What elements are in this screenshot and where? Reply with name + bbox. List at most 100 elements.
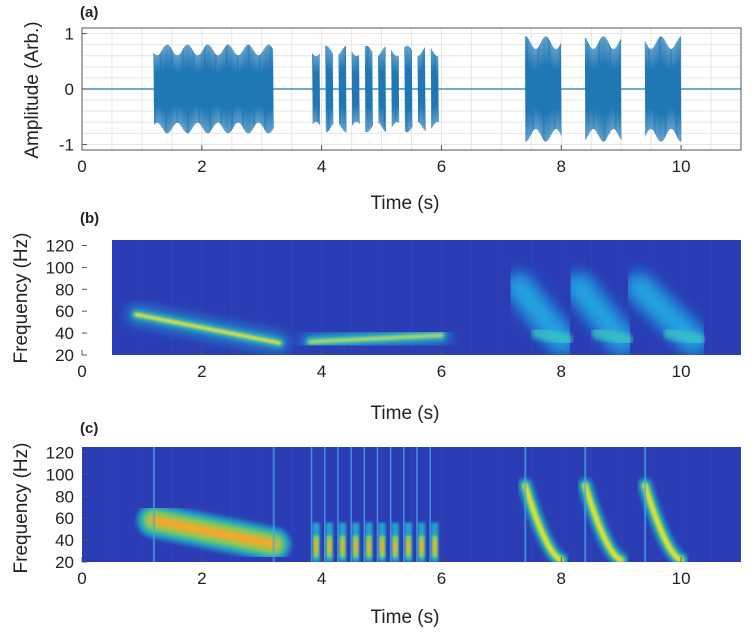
spectral-feature	[622, 270, 711, 355]
spectral-feature	[136, 447, 291, 562]
chirp-core	[523, 483, 563, 562]
panel-c-heatmap	[82, 447, 741, 562]
waveform-oscillation	[364, 45, 373, 133]
panel-c: (c) 0 2 4 6 8 10 20 40 60 80 100 120 Time (s) Freq…	[11, 420, 741, 628]
x-tick-label: 6	[437, 157, 446, 176]
spectral-feature	[638, 447, 689, 562]
pulse-core	[340, 541, 345, 553]
y-tick-label: 60	[55, 509, 74, 528]
pulse-block	[429, 447, 439, 562]
waveform-oscillation	[404, 45, 413, 133]
panel-c-letter: (c)	[80, 420, 98, 437]
spectral-feature	[518, 447, 569, 562]
sweep-core	[308, 333, 443, 344]
chirp-core	[583, 483, 623, 562]
x-tick-label: 0	[77, 362, 86, 381]
pulse-block	[403, 447, 413, 562]
waveform-oscillation	[391, 50, 400, 127]
x-tick-label: 2	[197, 157, 206, 176]
waveform-oscillation	[325, 45, 334, 133]
panel-b: (b) 0 2 4 6 8 10 20 40 60 80 100 120 Time (s) Freq…	[11, 210, 742, 424]
pulse-core	[419, 541, 424, 553]
waveform-oscillation	[338, 45, 347, 133]
waveform-oscillation	[644, 36, 682, 142]
waveform-oscillation	[584, 36, 622, 142]
pulse-core	[327, 541, 331, 553]
y-tick-label: 120	[46, 443, 74, 462]
panel-b-letter: (b)	[80, 210, 99, 227]
y-tick-label: 0	[65, 80, 74, 99]
x-tick-label: 4	[317, 569, 326, 588]
pulse-core	[393, 541, 397, 553]
y-tick-label: 80	[55, 487, 74, 506]
panel-a-waveform	[82, 36, 741, 142]
pulse-block	[337, 447, 347, 562]
waveform-segment	[312, 45, 439, 133]
blob-tail	[531, 327, 574, 346]
y-tick-label: 100	[46, 258, 74, 277]
spectral-feature	[310, 447, 439, 562]
y-tick-label: 20	[55, 553, 74, 572]
panel-a-letter: (a)	[80, 4, 98, 21]
pulse-block	[363, 447, 373, 562]
y-tick-label: 80	[55, 280, 74, 299]
y-tick-label: 40	[55, 531, 74, 550]
x-tick-label: 8	[557, 362, 566, 381]
panel-c-y-ticks: 20 40 60 80 100 120	[46, 443, 87, 572]
x-tick-label: 10	[672, 157, 691, 176]
pulse-core	[354, 541, 358, 553]
waveform-oscillation	[524, 36, 562, 142]
spectral-feature	[502, 270, 579, 355]
pulse-block	[389, 447, 399, 562]
waveform-oscillation	[312, 53, 321, 125]
blob-tail	[591, 327, 634, 346]
panel-c-y-axis-label: Frequency (Hz)	[11, 443, 32, 574]
pulse-block	[350, 447, 360, 562]
y-tick-label: 1	[65, 25, 74, 44]
chirp-core	[643, 483, 683, 562]
band-core	[148, 515, 279, 550]
pulse-block	[416, 447, 426, 562]
pulse-block	[310, 447, 320, 562]
waveform-oscillation	[351, 51, 360, 126]
waveform-oscillation	[417, 47, 426, 131]
panel-a-y-ticks: -1 0 1	[59, 25, 87, 154]
x-tick-label: 2	[197, 362, 206, 381]
waveform-segment	[524, 36, 562, 142]
sweep-core	[134, 313, 282, 345]
pulse-block	[376, 447, 386, 562]
x-tick-label: 10	[672, 362, 691, 381]
waveform-segment	[644, 36, 682, 142]
x-tick-label: 8	[557, 157, 566, 176]
pulse-core	[314, 541, 318, 553]
panel-b-heatmap	[111, 240, 742, 355]
panel-a-x-axis-label: Time (s)	[371, 193, 440, 214]
panel-b-y-ticks: 20 40 60 80 100 120	[46, 236, 87, 365]
waveform-segment	[584, 36, 622, 142]
waveform-oscillation	[430, 48, 439, 129]
panel-b-x-axis-label: Time (s)	[371, 403, 440, 424]
x-tick-label: 6	[437, 362, 446, 381]
y-tick-label: 40	[55, 324, 74, 343]
y-tick-label: -1	[59, 135, 74, 154]
waveform-segment	[153, 44, 274, 134]
spectral-feature	[126, 305, 289, 352]
pulse-core	[433, 541, 437, 553]
x-tick-label: 10	[672, 569, 691, 588]
panel-b-x-ticks: 0 2 4 6 8 10	[77, 350, 691, 381]
x-tick-label: 8	[557, 569, 566, 588]
y-tick-label: 20	[55, 346, 74, 365]
waveform-oscillation	[153, 44, 274, 134]
panel-c-x-ticks: 0 2 4 6 8 10	[77, 557, 691, 588]
panel-c-x-axis-label: Time (s)	[371, 607, 440, 628]
x-tick-label: 4	[317, 362, 326, 381]
x-tick-label: 2	[197, 569, 206, 588]
panel-a-y-axis-label: Amplitude (Arb.)	[22, 21, 43, 158]
spectral-feature	[578, 447, 629, 562]
y-tick-label: 60	[55, 302, 74, 321]
pulse-core	[380, 541, 384, 553]
blob-tail	[663, 327, 706, 346]
y-tick-label: 100	[46, 465, 74, 484]
panel-b-y-axis-label: Frequency (Hz)	[11, 233, 32, 364]
